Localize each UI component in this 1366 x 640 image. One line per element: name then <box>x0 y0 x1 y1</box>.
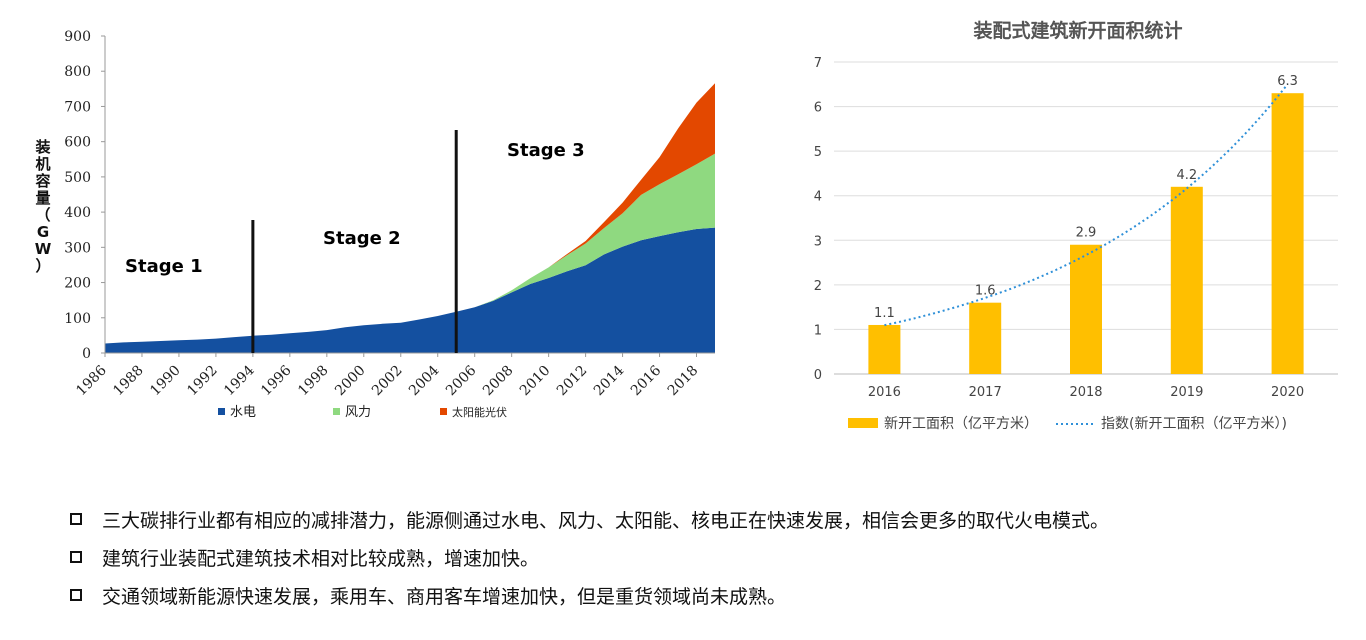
bar-x-tick-label: 2016 <box>868 385 901 400</box>
bar-2020 <box>1271 93 1304 374</box>
area-legend-swatch <box>440 408 447 415</box>
area-y-tick-label: 900 <box>64 29 91 45</box>
square-bullet-icon <box>70 589 82 601</box>
stage-2-label: Stage 2 <box>323 228 401 249</box>
area-y-tick-label: 600 <box>64 135 91 151</box>
bar-x-tick-label: 2020 <box>1271 385 1304 400</box>
area-y-tick-label: 400 <box>64 205 91 221</box>
bar-2016 <box>868 324 901 374</box>
bar-x-tick-label: 2018 <box>1069 385 1102 400</box>
square-bullet-icon <box>70 513 82 525</box>
bar-y-tick-label: 1 <box>814 323 822 338</box>
bar-data-label: 4.2 <box>1176 168 1197 183</box>
area-legend-swatch <box>333 408 340 415</box>
area-y-tick-label: 700 <box>64 99 91 115</box>
bar-y-tick-label: 6 <box>814 101 822 116</box>
bullet-item: 交通领域新能源快速发展，乘用车、商用客车增速加快，但是重货领域尚未成熟。 <box>70 576 1109 614</box>
bullet-item: 三大碳排行业都有相应的减排潜力，能源侧通过水电、风力、太阳能、核电正在快速发展，… <box>70 500 1109 538</box>
bar-2019 <box>1170 186 1203 374</box>
area-y-tick-label: 200 <box>64 276 91 292</box>
area-y-tick-label: 100 <box>64 311 91 327</box>
bullet-text: 三大碳排行业都有相应的减排潜力，能源侧通过水电、风力、太阳能、核电正在快速发展，… <box>102 509 1110 532</box>
area-y-tick-label: 300 <box>64 240 91 256</box>
bar-data-label: 1.1 <box>874 306 895 321</box>
bullet-item: 建筑行业装配式建筑技术相对比较成熟，增速加快。 <box>70 538 1109 576</box>
bar-legend-label: 新开工面积（亿平方米） <box>884 416 1038 432</box>
bar-data-label: 2.9 <box>1076 226 1097 241</box>
stage-3-label: Stage 3 <box>507 140 585 161</box>
summary-bullet-list: 三大碳排行业都有相应的减排潜力，能源侧通过水电、风力、太阳能、核电正在快速发展，… <box>70 500 1109 614</box>
area-legend-label: 风力 <box>345 405 371 420</box>
bar-y-tick-label: 0 <box>814 368 822 383</box>
bullet-text: 建筑行业装配式建筑技术相对比较成熟，增速加快。 <box>102 547 540 570</box>
prefab-building-bar-chart: 装配式建筑新开面积统计 0 1 2 3 4 5 6 7 1.1 2016 1.6 2017 2.9 20… <box>814 19 1338 432</box>
area-legend-label: 水电 <box>230 405 256 420</box>
area-y-tick-label: 800 <box>64 64 91 80</box>
area-legend-label: 太阳能光伏 <box>452 405 507 419</box>
bar-y-tick-label: 3 <box>814 234 822 249</box>
bar-chart-title: 装配式建筑新开面积统计 <box>972 19 1182 42</box>
bar-y-tick-label: 7 <box>814 56 822 71</box>
square-bullet-icon <box>70 551 82 563</box>
area-series-1 <box>105 153 715 344</box>
bar-y-tick-label: 5 <box>814 145 822 160</box>
trend-legend-label: 指数(新开工面积（亿平方米）) <box>1101 416 1287 432</box>
area-y-tick-label: 500 <box>64 170 91 186</box>
area-legend-swatch <box>218 408 225 415</box>
bar-data-label: 1.6 <box>975 284 996 299</box>
area-y-axis-label: 装机容量（ G W） <box>34 138 51 275</box>
stage-1-label: Stage 1 <box>125 256 203 277</box>
area-y-tick-label: 0 <box>82 346 91 362</box>
exponential-trendline <box>884 83 1289 327</box>
bullet-text: 交通领域新能源快速发展，乘用车、商用客车增速加快，但是重货领域尚未成熟。 <box>102 585 787 608</box>
bar-x-tick-label: 2019 <box>1170 385 1203 400</box>
bar-data-label: 6.3 <box>1277 74 1298 89</box>
bar-y-tick-label: 4 <box>814 190 822 205</box>
bar-2018 <box>1070 244 1102 374</box>
bar-legend-swatch <box>848 418 878 428</box>
bar-2017 <box>969 302 1002 374</box>
bar-y-tick-label: 2 <box>814 279 822 294</box>
area-series-0 <box>105 227 715 353</box>
bar-x-tick-label: 2017 <box>969 385 1002 400</box>
